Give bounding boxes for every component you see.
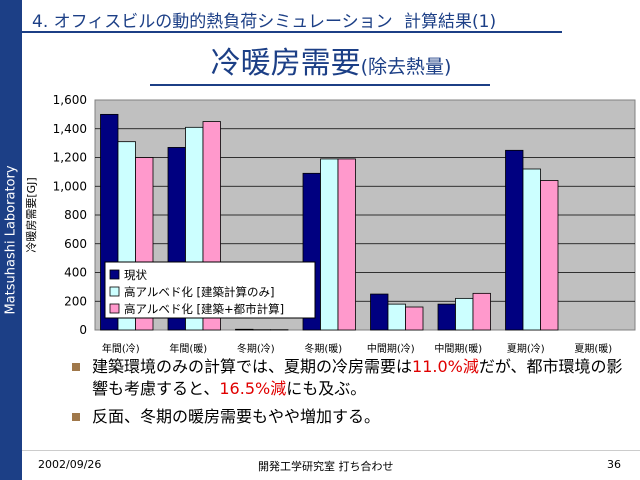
y-tick-label: 0 (79, 323, 87, 337)
page-number: 36 (607, 458, 621, 471)
title-underline (150, 84, 490, 86)
legend-label: 現状 (124, 268, 147, 282)
bar (387, 303, 406, 331)
legend-label: 高アルベド化 [建築計算のみ] (124, 285, 275, 299)
x-tick-label: 年間(冷) (102, 342, 140, 355)
bar (472, 292, 491, 331)
highlight-value: 11.0%減 (412, 357, 479, 376)
y-axis-label: 冷暖房需要[GJ] (25, 177, 38, 252)
legend (104, 261, 316, 319)
bar (337, 158, 356, 331)
bar (405, 306, 424, 331)
legend-label: 高アルベド化 [建築+都市計算] (124, 302, 284, 316)
y-tick-label: 1,600 (53, 93, 87, 107)
bullet-square-icon (72, 413, 80, 421)
y-tick-label: 400 (64, 266, 87, 280)
footer-center: 開発工学研究室 打ち合わせ (258, 460, 394, 473)
legend-swatch (109, 269, 120, 280)
bar (370, 293, 389, 331)
x-tick-label: 夏期(暖) (574, 342, 612, 355)
y-tick-label: 600 (64, 237, 87, 251)
x-tick-label: 中間期(冷) (367, 342, 415, 355)
y-tick-label: 200 (64, 294, 87, 308)
bar (437, 303, 456, 331)
highlight-value: 16.5%減 (219, 379, 287, 398)
slide-header: 4. オフィスビルの動的熱負荷シミュレーション 計算結果(1) (22, 0, 640, 36)
x-tick-label: 冬期(暖) (304, 342, 342, 355)
slide-title: 冷暖房需要(除去熱量) (22, 38, 640, 82)
section-title-text: オフィスビルの動的熱負荷シミュレーション (53, 12, 393, 32)
x-tick-label: 年間(暖) (169, 342, 207, 355)
bullet-text: にも及ぶ。 (286, 379, 367, 398)
bar (320, 158, 339, 331)
bar (455, 297, 474, 331)
y-tick-label: 1,400 (53, 122, 87, 136)
bullet-text: だが、都市環境の影響も考慮すると、 (92, 357, 623, 398)
x-tick-label: 夏期(冷) (507, 342, 545, 355)
bullet-item: 反面、冬期の暖房需要もやや増加する。 (70, 406, 630, 428)
bullet-square-icon (72, 363, 80, 371)
bullet-item: 建築環境のみの計算では、夏期の冷房需要は11.0%減だが、都市環境の影響も考慮す… (70, 356, 630, 400)
y-tick-label: 1,200 (53, 151, 87, 165)
y-tick-label: 1,000 (53, 179, 87, 193)
bar (540, 180, 559, 331)
x-tick-label: 冬期(冷) (237, 342, 275, 355)
slide-title-sub: (除去熱量) (360, 56, 452, 78)
legend-swatch (109, 303, 120, 314)
bar (505, 149, 524, 331)
slide-title-main: 冷暖房需要 (210, 46, 361, 81)
footer-date: 2002/09/26 (38, 458, 102, 471)
sidebar-band: Matsuhashi Laboratory (0, 0, 22, 480)
section-subtitle: 計算結果(1) (404, 12, 497, 32)
footer-divider (22, 450, 640, 451)
lab-name: Matsuhashi Laboratory (3, 165, 19, 315)
legend-swatch (109, 286, 120, 297)
bar-chart: 0 200 400 600 800 1,000 1,200 1,400 1,600 冷暖房需要[G… (25, 93, 636, 355)
bar (522, 168, 541, 331)
section-number: 4. (32, 12, 49, 32)
y-tick-label: 800 (64, 208, 87, 222)
x-tick-label: 中間期(暖) (434, 342, 482, 355)
bullet-text: 反面、冬期の暖房需要もやや増加する。 (92, 407, 381, 426)
bullet-list: 建築環境のみの計算では、夏期の冷房需要は11.0%減だが、都市環境の影響も考慮す… (70, 356, 630, 434)
bullet-text: 建築環境のみの計算では、夏期の冷房需要は (92, 357, 413, 376)
section-title: 4. オフィスビルの動的熱負荷シミュレーション 計算結果(1) (32, 7, 496, 32)
bar (235, 328, 254, 331)
header-divider (22, 31, 562, 33)
